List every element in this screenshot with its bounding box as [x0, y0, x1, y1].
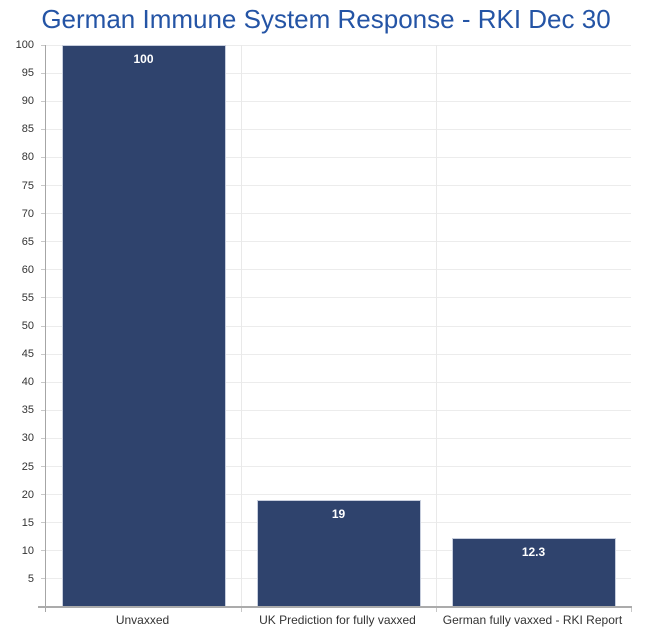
y-axis-label: 95	[21, 67, 34, 80]
y-tick	[41, 550, 45, 552]
y-gridline	[46, 297, 631, 299]
y-gridline	[46, 213, 631, 215]
x-tick	[435, 607, 437, 612]
y-axis-label: 85	[21, 123, 34, 136]
x-tick	[630, 607, 632, 612]
y-gridline	[46, 241, 631, 243]
y-gridline	[46, 381, 631, 383]
y-gridline	[46, 466, 631, 467]
plot-area: 100 19 12.3	[38, 44, 632, 612]
y-axis-label: 55	[21, 291, 34, 304]
y-axis-label: 80	[21, 151, 34, 164]
x-axis-label: Unvaxxed	[115, 613, 170, 627]
y-axis-label: 70	[21, 207, 34, 220]
y-axis-label: 15	[21, 516, 34, 529]
bar[interactable]: 100	[61, 45, 226, 607]
x-axis-label: UK Prediction for fully vaxxed	[259, 613, 416, 627]
y-axis-label: 30	[21, 432, 34, 445]
y-gridline	[46, 72, 631, 74]
y-tick	[41, 128, 45, 130]
bar-value-label: 100	[133, 52, 154, 66]
y-tick	[41, 213, 45, 215]
y-tick	[41, 100, 45, 102]
y-tick	[41, 297, 45, 299]
y-axis-label: 40	[21, 376, 34, 389]
chart-title: German Immune System Response - RKI Dec …	[41, 4, 611, 34]
y-tick	[41, 185, 45, 186]
x-gridline	[435, 45, 437, 607]
bar-value-label: 19	[331, 507, 346, 522]
y-axis-label: 75	[21, 179, 34, 192]
y-gridline	[46, 128, 631, 130]
y-tick	[41, 381, 45, 383]
y-gridline	[46, 100, 631, 102]
y-tick	[41, 578, 45, 580]
bar-value-label: 12.3	[521, 544, 546, 559]
y-gridline	[46, 409, 631, 411]
bar[interactable]: 19	[256, 500, 421, 607]
y-axis-label: 10	[21, 544, 34, 557]
y-gridline	[46, 269, 631, 271]
y-gridline	[46, 437, 631, 439]
x-tick	[240, 607, 242, 612]
y-axis-label: 45	[21, 348, 34, 361]
y-axis-label: 50	[21, 320, 34, 332]
x-tick	[45, 607, 46, 612]
x-axis-label: German fully vaxxed - RKI Report	[442, 613, 623, 627]
y-axis-label: 65	[21, 235, 34, 248]
y-axis-label: 20	[21, 488, 34, 501]
y-tick	[41, 437, 45, 439]
y-tick	[41, 269, 45, 271]
y-tick	[41, 494, 45, 496]
y-axis-label: 25	[21, 460, 34, 473]
y-tick	[41, 241, 45, 243]
y-gridline	[46, 44, 631, 46]
y-gridline	[46, 156, 631, 158]
y-tick	[41, 44, 45, 46]
x-axis-line	[38, 606, 632, 608]
y-tick	[41, 409, 45, 411]
y-axis-label: 5	[27, 572, 34, 585]
y-axis-label: 35	[21, 404, 34, 417]
y-tick	[41, 156, 45, 158]
x-gridline	[240, 45, 242, 607]
y-gridline	[46, 353, 631, 355]
y-tick	[41, 325, 45, 327]
y-tick	[41, 72, 45, 74]
y-gridline	[46, 494, 631, 496]
y-axis-label: 60	[21, 263, 34, 276]
y-tick	[41, 522, 45, 524]
y-axis-label: 90	[21, 95, 34, 108]
y-tick	[41, 353, 45, 355]
y-axis-label: 100	[15, 39, 34, 51]
y-tick	[41, 466, 45, 467]
y-gridline	[46, 325, 631, 327]
bar[interactable]: 12.3	[451, 537, 616, 607]
y-gridline	[46, 185, 631, 186]
